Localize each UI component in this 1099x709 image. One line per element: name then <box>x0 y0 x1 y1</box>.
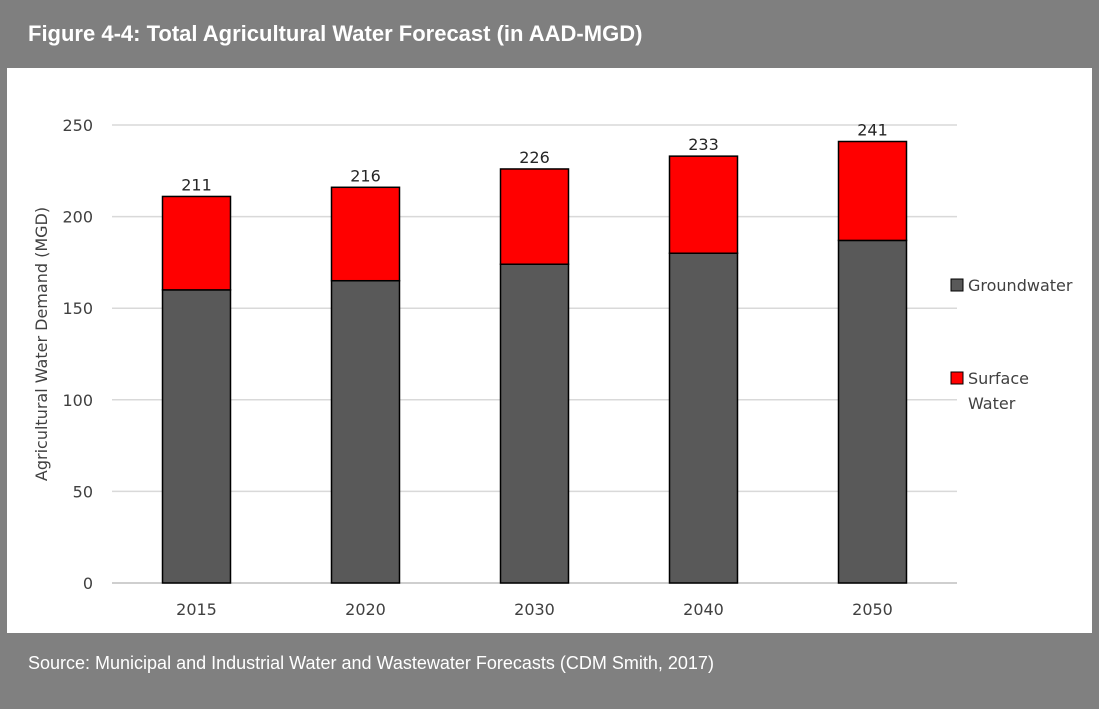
total-data-label: 241 <box>857 120 888 139</box>
legend-label: Surface Water <box>968 369 1029 413</box>
bar-segment-groundwater <box>668 252 739 584</box>
y-axis-title: Agricultural Water Demand (MGD) <box>32 207 51 481</box>
stacked-bar-chart: 211 216 226 233 241 0 50 100 150 200 250 2015 2020 2… <box>32 116 1073 619</box>
x-tick-label: 2050 <box>852 600 893 619</box>
chart-panel: 211 216 226 233 241 0 50 100 150 200 250 2015 2020 2… <box>7 68 1092 633</box>
legend: Groundwater Surface Water <box>950 276 1073 413</box>
y-tick-label: 200 <box>62 208 93 227</box>
y-tick-label: 250 <box>62 116 93 135</box>
source-note: Source: Municipal and Industrial Water a… <box>0 633 1099 709</box>
bar-segment-surface-water <box>668 155 739 254</box>
y-tick-label: 0 <box>83 574 93 593</box>
x-tick-label: 2030 <box>514 600 555 619</box>
bar-segment-surface-water <box>499 168 570 265</box>
x-tick-label: 2040 <box>683 600 724 619</box>
y-tick-label: 50 <box>73 482 93 501</box>
bar-segment-groundwater <box>330 279 401 584</box>
total-data-label: 211 <box>181 175 212 194</box>
x-tick-label: 2020 <box>345 600 386 619</box>
figure-title: Figure 4-4: Total Agricultural Water For… <box>0 0 1099 68</box>
axis-ticks: 0 50 100 150 200 250 2015 2020 2030 2040 2050 <box>62 116 892 619</box>
bar-segment-surface-water <box>837 140 908 242</box>
total-data-label: 233 <box>688 135 719 154</box>
total-data-label: 226 <box>519 148 550 167</box>
total-data-label: 216 <box>350 166 381 185</box>
bar-segment-groundwater <box>837 239 908 584</box>
bars <box>161 140 908 584</box>
y-tick-label: 150 <box>62 299 93 318</box>
legend-label: Groundwater <box>968 276 1073 295</box>
bar-segment-groundwater <box>161 289 232 584</box>
bar-segment-groundwater <box>499 263 570 584</box>
data-labels: 211 216 226 233 241 <box>181 120 888 194</box>
y-tick-label: 100 <box>62 391 93 410</box>
x-tick-label: 2015 <box>176 600 217 619</box>
legend-swatch <box>950 278 964 292</box>
legend-swatch <box>950 371 964 385</box>
bar-segment-surface-water <box>330 186 401 282</box>
bar-segment-surface-water <box>161 195 232 291</box>
